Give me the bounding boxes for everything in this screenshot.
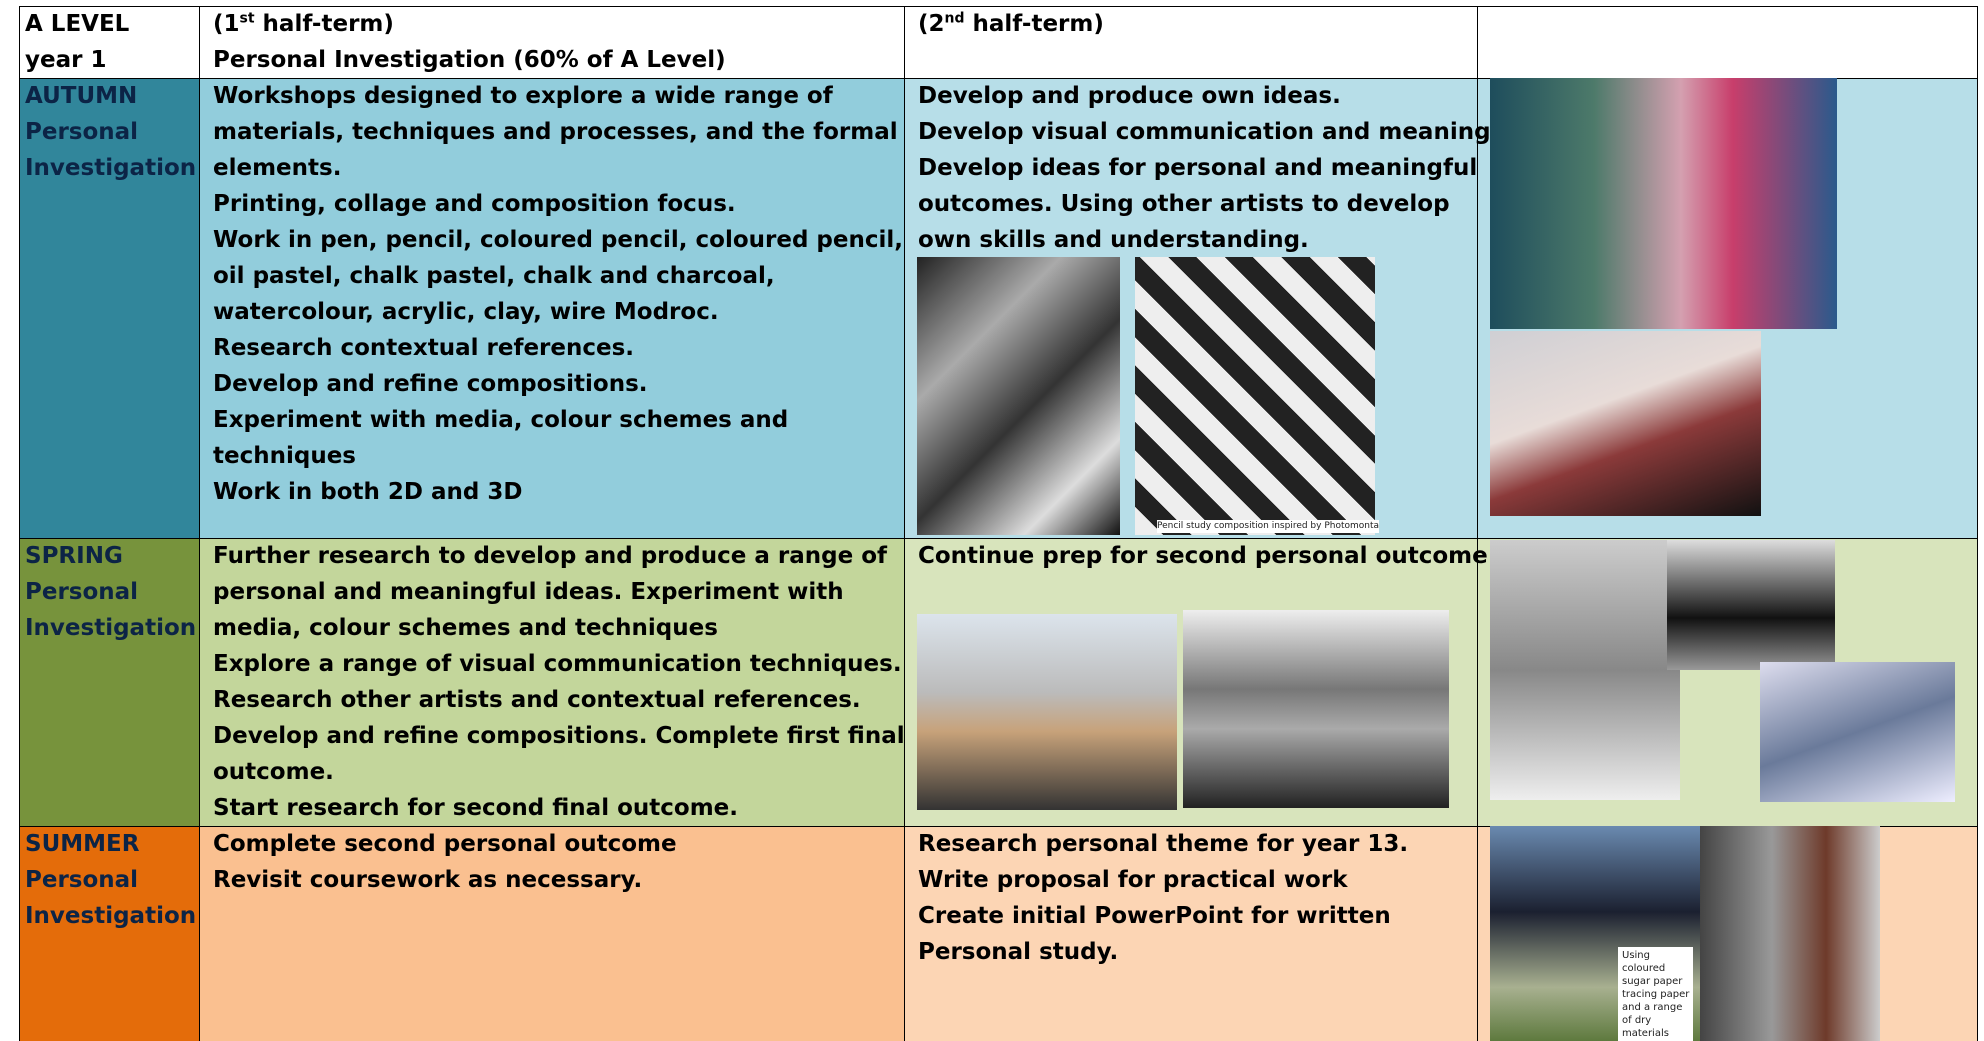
term-label: AUTUMN Personal Investigation	[25, 78, 196, 186]
table-cell	[199, 78, 905, 539]
text-line: techniques	[213, 443, 356, 469]
header-prefix: (1	[213, 11, 240, 37]
artwork-image	[917, 257, 1120, 535]
text-line: materials, techniques and processes, and…	[213, 119, 898, 145]
text-line: Complete second personal outcome	[213, 831, 677, 857]
artwork-image	[1135, 257, 1375, 535]
text-line: oil pastel, chalk pastel, chalk and char…	[213, 263, 775, 289]
cell-text: Develop and produce own ideas. Develop vi…	[918, 78, 1491, 258]
header-text: (2nd half-term)	[918, 6, 1104, 42]
artwork-image	[1183, 610, 1449, 808]
term-sub: Investigation	[25, 155, 197, 181]
term-sub: Personal	[25, 579, 139, 605]
term-sub: Investigation	[25, 615, 197, 641]
text-line: Develop and produce own ideas.	[918, 83, 1341, 109]
artwork-image	[1490, 540, 1680, 800]
text-line: own skills and understanding.	[918, 227, 1309, 253]
term: SUMMER	[25, 831, 140, 857]
caption-line: sugar paper	[1622, 976, 1683, 987]
cell-text: Workshops designed to explore a wide ran…	[213, 78, 903, 510]
text-line: elements.	[213, 155, 342, 181]
text-line: Explore a range of visual communication …	[213, 651, 902, 677]
header-line: (2nd half-term)	[918, 6, 1104, 42]
cell-text: Research personal theme for year 13. Writ…	[918, 826, 1408, 970]
text-line: Work in both 2D and 3D	[213, 479, 523, 505]
header-suffix: half-term)	[254, 11, 394, 37]
caption-line: of dry	[1622, 1015, 1652, 1026]
caption-line: materials	[1622, 1028, 1669, 1039]
text-line: personal and meaningful ideas. Experimen…	[213, 579, 844, 605]
caption-line: coloured	[1622, 963, 1666, 974]
term-sub: Personal	[25, 119, 139, 145]
image-caption-box: Using coloured sugar paper tracing paper and…	[1618, 947, 1694, 1041]
caption-line: Using	[1622, 950, 1650, 961]
text-line: Research contextual references.	[213, 335, 635, 361]
header-suffix: half-term)	[964, 11, 1104, 37]
table-cell	[1477, 6, 1978, 79]
text-line: Develop visual communication and meaning	[918, 119, 1491, 145]
text-line: Write proposal for practical work	[918, 867, 1348, 893]
text-line: Develop and refine compositions.	[213, 371, 648, 397]
text-line: Further research to develop and produce …	[213, 543, 888, 569]
artwork-image	[1490, 78, 1837, 329]
artwork-image	[1700, 826, 1880, 1041]
header-sup: st	[239, 10, 255, 27]
caption-line: tracing paper	[1622, 989, 1690, 1000]
header-line: (1st half-term)	[213, 6, 726, 42]
table-cell	[199, 538, 905, 827]
table-cell	[19, 538, 200, 827]
image-caption: Pencil study composition inspired by Pho…	[1157, 520, 1380, 533]
text-line: Personal study.	[918, 939, 1119, 965]
term-sub: Investigation	[25, 903, 197, 929]
term-label: SUMMER Personal Investigation	[25, 826, 196, 934]
header-sup: nd	[944, 10, 965, 27]
caption-line: and a range	[1622, 1002, 1683, 1013]
cell-text: Complete second personal outcome Revisit …	[213, 826, 677, 898]
text-line: Start research for second final outcome.	[213, 795, 739, 821]
artwork-image	[1667, 540, 1835, 670]
header-prefix: (2	[918, 11, 945, 37]
text-line: Research other artists and contextual re…	[213, 687, 861, 713]
table-cell	[19, 78, 200, 539]
table-cell	[19, 6, 200, 79]
text-line: Research personal theme for year 13.	[918, 831, 1409, 857]
text-line: outcomes. Using other artists to develop	[918, 191, 1450, 217]
text-line: Develop ideas for personal and meaningfu…	[918, 155, 1478, 181]
artwork-image	[1490, 331, 1761, 516]
table-cell	[904, 826, 1478, 1041]
header-text: (1st half-term) Personal Investigation (6…	[213, 6, 726, 78]
header-subtitle: Personal Investigation (60% of A Level)	[213, 47, 726, 73]
term: AUTUMN	[25, 83, 138, 109]
cell-text: Further research to develop and produce …	[213, 538, 905, 826]
text-line: watercolour, acrylic, clay, wire Modroc.	[213, 299, 719, 325]
text-line: outcome.	[213, 759, 334, 785]
table-cell	[199, 6, 905, 79]
text-line: Create initial PowerPoint for written	[918, 903, 1391, 929]
cell-text: A LEVEL year 1	[25, 6, 129, 78]
artwork-image	[917, 614, 1177, 810]
text-line: Experiment with media, colour schemes an…	[213, 407, 789, 433]
text-line: media, colour schemes and techniques	[213, 615, 718, 641]
text-line: year 1	[25, 47, 107, 73]
text-line: Printing, collage and composition focus.	[213, 191, 736, 217]
text-line: Develop and refine compositions. Complet…	[213, 723, 905, 749]
text-line: Continue prep for second personal outcom…	[918, 543, 1497, 569]
term-sub: Personal	[25, 867, 139, 893]
term: SPRING	[25, 543, 123, 569]
artwork-image	[1760, 662, 1955, 802]
cell-text: Continue prep for second personal outcom…	[918, 538, 1496, 574]
table-cell	[199, 826, 905, 1041]
text-line: Revisit coursework as necessary.	[213, 867, 643, 893]
term-label: SPRING Personal Investigation	[25, 538, 196, 646]
text-line: Work in pen, pencil, coloured pencil, co…	[213, 227, 903, 253]
text-line: A LEVEL	[25, 11, 130, 37]
table-cell	[19, 826, 200, 1041]
text-line: Workshops designed to explore a wide ran…	[213, 83, 833, 109]
